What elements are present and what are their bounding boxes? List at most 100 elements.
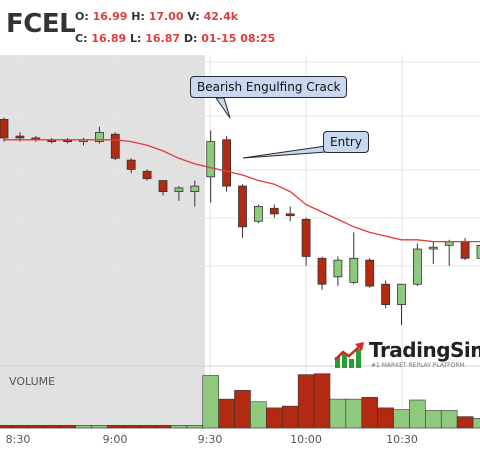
trend-arrow-icon — [334, 342, 364, 368]
candle-down — [142, 169, 152, 181]
candle-down — [365, 258, 375, 288]
volume-bar — [297, 374, 315, 429]
high-value: 17.00 — [148, 10, 184, 23]
volume-bar — [43, 425, 60, 429]
candle-down — [285, 206, 295, 222]
candle-body — [476, 244, 480, 259]
volume-bar — [329, 398, 347, 429]
ohlc-row-1: O: 16.99 H: 17.00 V: 42.4k — [75, 10, 238, 23]
candle-down — [301, 217, 311, 266]
candle-body — [381, 283, 391, 305]
volume-bar — [27, 425, 45, 429]
volume-bar — [0, 425, 13, 429]
volume-bar — [234, 390, 251, 429]
candle-down — [110, 132, 120, 161]
x-tick-label: 8:30 — [6, 433, 31, 446]
candle-body — [190, 185, 200, 193]
candles — [0, 117, 480, 325]
x-tick-label: 10:00 — [290, 433, 322, 446]
volume-bar — [345, 398, 363, 429]
candle-body — [253, 206, 263, 222]
volume-pane-label: VOLUME — [9, 375, 56, 388]
candle-body — [428, 246, 438, 250]
x-tick-label: 10:30 — [386, 433, 418, 446]
candle-up — [428, 241, 438, 264]
candle-body — [174, 187, 184, 193]
candle-body — [238, 185, 247, 228]
volume-value: 42.4k — [203, 10, 239, 23]
volume-bar — [91, 425, 108, 429]
premarket-shade — [0, 55, 205, 366]
close-value: 16.89 — [91, 32, 127, 45]
candle-up — [174, 186, 184, 201]
candle-up — [190, 180, 200, 207]
low-value: 16.87 — [145, 32, 181, 45]
volume-bar — [440, 410, 458, 429]
candle-body — [412, 248, 422, 285]
volume-bar — [122, 425, 140, 429]
candle-up — [349, 232, 359, 285]
volume-bar — [154, 425, 172, 429]
volume-bar — [425, 410, 442, 429]
volume-bar — [170, 425, 188, 429]
candle-body — [365, 259, 375, 287]
candle-up — [397, 283, 406, 325]
candle-down — [317, 256, 327, 290]
high-label: H: — [131, 10, 145, 23]
candle-body — [206, 141, 216, 178]
volume-bar — [456, 416, 474, 429]
volume-bar — [393, 409, 410, 429]
volume-bar — [313, 373, 331, 429]
open-value: 16.99 — [92, 10, 128, 23]
candle-body — [142, 170, 152, 180]
volume-bar — [472, 418, 480, 429]
volume-bar — [59, 425, 76, 429]
volume-bar — [377, 407, 394, 429]
entry-callout-pointer — [242, 145, 327, 159]
volume-bar — [186, 425, 204, 429]
candle-body — [397, 283, 406, 305]
candle-body — [15, 135, 25, 139]
callout-pointers — [215, 97, 327, 159]
candle-up — [206, 130, 216, 203]
candle-body — [285, 213, 295, 217]
candle-body — [317, 257, 327, 285]
volume-label-header: V: — [187, 10, 200, 23]
candle-down — [126, 158, 136, 174]
volume-bar — [107, 425, 124, 429]
date-value: 01-15 08:25 — [201, 32, 276, 45]
candle-body — [269, 207, 279, 215]
entry-callout: Entry — [323, 131, 369, 153]
x-tick-label: 9:00 — [103, 433, 128, 446]
low-label: L: — [129, 32, 142, 45]
volume-bar — [409, 399, 426, 429]
candle-body — [95, 131, 104, 143]
candle-body — [349, 257, 359, 283]
candle-body — [301, 219, 311, 257]
moving-average-line — [4, 139, 480, 243]
candle-up — [444, 239, 454, 266]
candle-body — [126, 159, 136, 170]
close-label: C: — [75, 32, 88, 45]
candle-down — [381, 280, 391, 309]
candle-body — [222, 139, 232, 187]
candle-body — [0, 119, 9, 139]
x-axis-ticks: 8:30 9:00 9:30 10:00 10:30 — [6, 433, 418, 446]
bearish-callout-pointer — [215, 97, 231, 119]
volume-bars — [0, 373, 480, 429]
volume-bar — [218, 398, 235, 429]
volume-bar — [266, 407, 283, 429]
date-label: D: — [183, 32, 198, 45]
candle-down — [222, 136, 232, 192]
candle-up — [95, 126, 104, 144]
brand-name: TradingSim — [369, 338, 480, 362]
volume-bar — [250, 401, 267, 429]
open-label: O: — [75, 10, 89, 23]
candle-up — [412, 243, 422, 287]
candle-up — [476, 244, 480, 259]
volume-premarket-shade — [0, 366, 205, 428]
volume-bar — [361, 397, 378, 429]
volume-bar — [138, 425, 156, 429]
candle-body — [158, 180, 168, 193]
